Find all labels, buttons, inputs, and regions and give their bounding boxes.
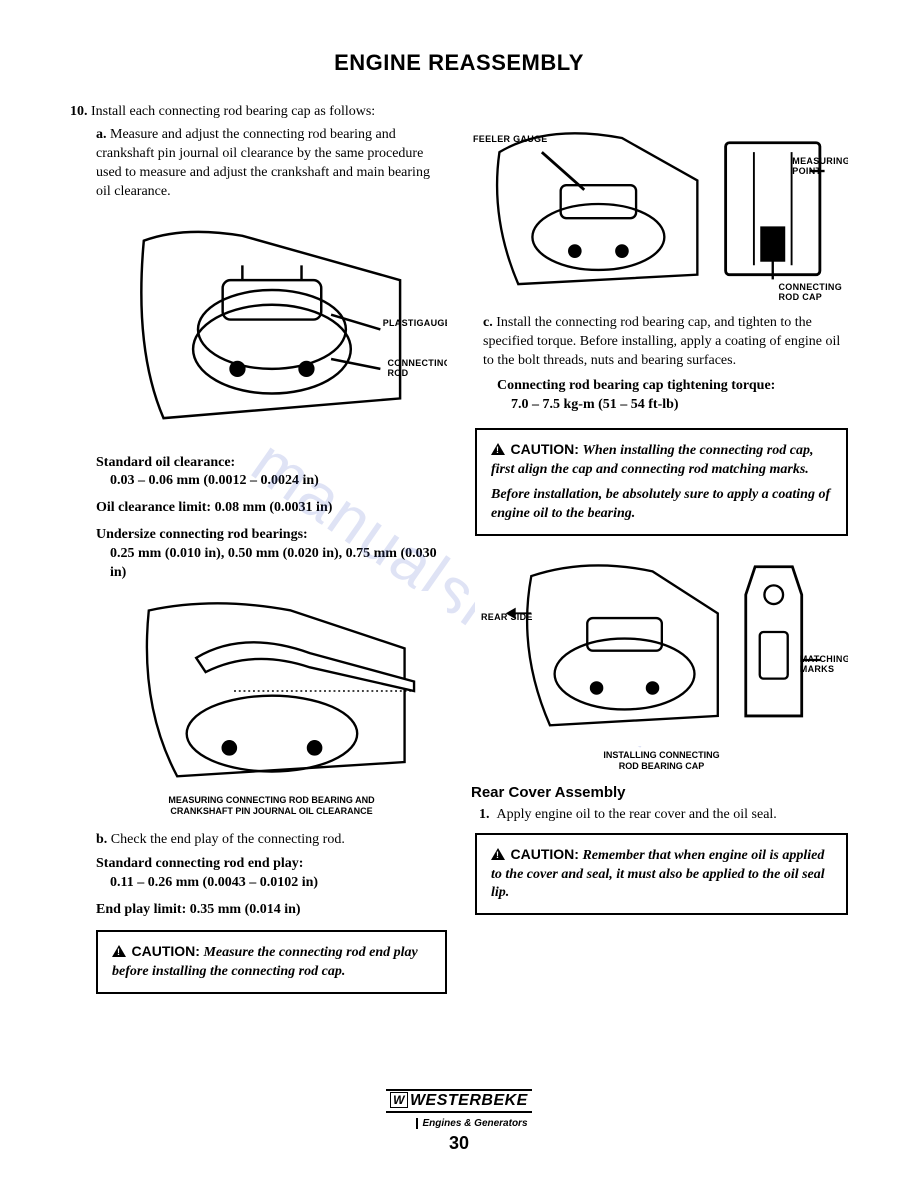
brand-name: WWESTERBEKE	[390, 1092, 528, 1109]
step-b-text: Check the end play of the connecting rod…	[111, 832, 345, 847]
warning-icon	[491, 443, 505, 455]
step-10-num: 10.	[70, 104, 88, 119]
rear-step-1-num: 1.	[479, 807, 490, 822]
spec-clearance-limit: Oil clearance limit: 0.08 mm (0.0031 in)	[96, 499, 447, 518]
content-columns: 10. Install each connecting rod bearing …	[70, 104, 848, 1004]
spec-end-play: Standard connecting rod end play: 0.11 –…	[96, 855, 447, 893]
figure-installing-caption: INSTALLING CONNECTING ROD BEARING CAP	[475, 750, 848, 772]
step-b-letter: b.	[96, 832, 107, 847]
figure-measuring-wrap: MEASURING CONNECTING ROD BEARING AND CRA…	[96, 591, 447, 817]
step-10-text: Install each connecting rod bearing cap …	[91, 104, 375, 119]
caution3-title: CAUTION:	[511, 846, 579, 862]
figure-installing-wrap: REAR SIDE MATCHING MARKS INSTALLING CONN…	[475, 546, 848, 772]
caution-box-3: CAUTION: Remember that when engine oil i…	[475, 833, 848, 916]
spec1-value: 0.03 – 0.06 mm (0.0012 – 0.0024 in)	[110, 472, 447, 491]
warning-icon	[112, 945, 126, 957]
brand-tagline: Engines & Generators	[416, 1118, 527, 1129]
figure-measuring-caption: MEASURING CONNECTING ROD BEARING AND CRA…	[96, 795, 447, 817]
caution1-title: CAUTION:	[132, 943, 200, 959]
step-b: b. Check the end play of the connecting …	[96, 831, 447, 850]
figure-plastigauge: PLASTIGAUGE CONNECTING ROD	[96, 210, 447, 440]
right-column: FEELER GAUGE MEASURING POINT CONNECTING …	[471, 104, 848, 1004]
page-number: 30	[0, 1133, 918, 1154]
spec5-title: End play limit: 0.35 mm (0.014 in)	[96, 901, 447, 920]
step-a-text: Measure and adjust the connecting rod be…	[96, 127, 430, 199]
torque-spec: Connecting rod bearing cap tightening to…	[497, 377, 848, 415]
spec3-value: 0.25 mm (0.010 in), 0.50 mm (0.020 in), …	[110, 545, 447, 583]
brand-w-icon: W	[390, 1092, 408, 1108]
label-plastigauge: PLASTIGAUGE	[383, 318, 447, 328]
section-rear-cover: Rear Cover Assembly	[471, 784, 848, 801]
step-10: 10. Install each connecting rod bearing …	[70, 104, 447, 120]
figure-installing: REAR SIDE MATCHING MARKS	[475, 546, 848, 746]
mech-drawing-icon	[114, 601, 430, 781]
rear-step-1: 1. Apply engine oil to the rear cover an…	[479, 807, 848, 823]
label-matching-marks: MATCHING MARKS	[800, 654, 848, 674]
brand-text: WESTERBEKE	[410, 1092, 528, 1109]
spec2-title: Oil clearance limit: 0.08 mm (0.0031 in)	[96, 499, 447, 518]
page-footer: WWESTERBEKE Engines & Generators 30	[0, 1089, 918, 1154]
spec4-value: 0.11 – 0.26 mm (0.0043 – 0.0102 in)	[110, 874, 447, 893]
label-rear-side: REAR SIDE	[481, 612, 533, 622]
label-feeler-gauge: FEELER GAUGE	[473, 134, 548, 144]
caution-box-2: CAUTION: When installing the connecting …	[475, 428, 848, 536]
label-connecting-rod: CONNECTING ROD	[388, 358, 448, 378]
mech-drawing-icon	[494, 556, 830, 736]
step-a-letter: a.	[96, 127, 107, 142]
caution2-text2: Before installation, be absolutely sure …	[491, 487, 830, 521]
step-c: c. Install the connecting rod bearing ca…	[483, 314, 848, 371]
spec-oil-clearance: Standard oil clearance: 0.03 – 0.06 mm (…	[96, 454, 447, 492]
step-c-letter: c.	[483, 315, 493, 330]
caution-box-1: CAUTION: Measure the connecting rod end …	[96, 930, 447, 994]
caution2-title: CAUTION:	[511, 441, 579, 457]
spec4-title: Standard connecting rod end play:	[96, 855, 447, 874]
spec-undersize: Undersize connecting rod bearings: 0.25 …	[96, 526, 447, 583]
label-connecting-rod-cap: CONNECTING ROD CAP	[779, 282, 843, 302]
spec-end-play-limit: End play limit: 0.35 mm (0.014 in)	[96, 901, 447, 920]
left-column: 10. Install each connecting rod bearing …	[70, 104, 447, 1004]
torque-title: Connecting rod bearing cap tightening to…	[497, 377, 848, 396]
rear-step-1-text: Apply engine oil to the rear cover and t…	[497, 807, 777, 822]
warning-icon	[491, 848, 505, 860]
torque-value: 7.0 – 7.5 kg-m (51 – 54 ft-lb)	[511, 396, 848, 415]
spec3-title: Undersize connecting rod bearings:	[96, 526, 447, 545]
spec1-title: Standard oil clearance:	[96, 454, 447, 473]
figure-measuring	[96, 591, 447, 791]
step-a: a. Measure and adjust the connecting rod…	[96, 126, 447, 202]
brand-logo: WWESTERBEKE	[386, 1089, 532, 1113]
figure-feeler-gauge: FEELER GAUGE MEASURING POINT CONNECTING …	[471, 104, 848, 304]
page-title: ENGINE REASSEMBLY	[70, 50, 848, 76]
step-c-text: Install the connecting rod bearing cap, …	[483, 315, 840, 368]
label-measuring-point: MEASURING POINT	[792, 156, 848, 176]
